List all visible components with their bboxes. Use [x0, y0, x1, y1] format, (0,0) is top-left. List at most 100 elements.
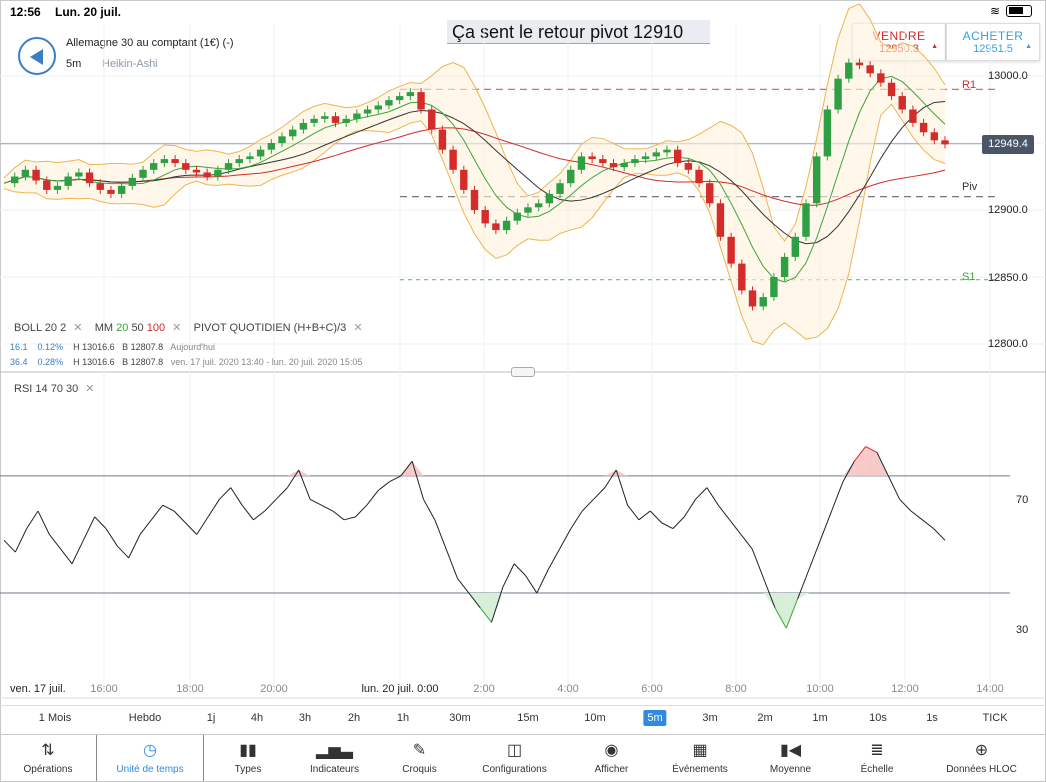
toolbar-pencil-button[interactable]: ✎ Croquis: [377, 735, 462, 781]
info-high: H 13016.6: [73, 357, 115, 367]
rsi-label[interactable]: RSI: [14, 383, 33, 395]
timeframe-option[interactable]: 1s: [926, 712, 938, 724]
rsi-line-segment: [899, 498, 912, 512]
mm-label[interactable]: MM: [94, 322, 114, 334]
rsi-oversold-fill: [491, 593, 503, 623]
timeframe-option[interactable]: 10s: [869, 712, 887, 724]
rsi-line-segment: [275, 487, 288, 500]
candle-body: [363, 109, 372, 114]
mm20-label: 20: [116, 322, 129, 334]
candle-body: [214, 169, 222, 177]
candle-body: [417, 92, 425, 110]
rsi-line-segment: [513, 563, 526, 576]
candle-body: [909, 109, 917, 123]
toolbar-bars-button[interactable]: ▂▅▃ Indicateurs: [292, 735, 377, 781]
toolbar-target-button[interactable]: ⊕ Données HLOC: [917, 735, 1046, 781]
timeframe-option[interactable]: 3m: [702, 712, 718, 724]
timeframe-option[interactable]: 2h: [347, 712, 361, 724]
candle-body: [289, 129, 297, 137]
timeframe-option[interactable]: 4h: [250, 712, 264, 724]
pane-resize-handle[interactable]: [511, 367, 535, 377]
timeframe-bar: 1 Mois Hebdo 1j 4h 3h 2h 1h 30m 15m 10m 5m 3m 2m 1m 10…: [0, 705, 1046, 731]
timeframe-option[interactable]: 10m: [584, 712, 606, 724]
rsi-overbought-fill: [842, 461, 855, 476]
rsi-line-segment: [150, 504, 164, 521]
buy-price: 12951.5: [973, 43, 1013, 55]
candle-body: [652, 152, 660, 157]
boll-close-icon[interactable]: ✕: [73, 322, 83, 334]
mm-close-icon[interactable]: ✕: [172, 322, 182, 334]
timeframe-option[interactable]: 1j: [206, 712, 216, 724]
candle-body: [567, 169, 575, 184]
toolbar-label: Indicateurs: [310, 764, 359, 775]
back-button[interactable]: [18, 37, 56, 75]
instrument-name[interactable]: Allemagne 30 au comptant (1€) (-): [66, 37, 234, 49]
timeframe-option[interactable]: Hebdo: [128, 712, 162, 724]
rsi-overbought-fill: [298, 470, 311, 476]
rsi-line-segment: [887, 475, 901, 500]
rsi-line-segment: [831, 481, 844, 512]
boll-label[interactable]: BOLL: [14, 322, 42, 334]
candle-body: [53, 185, 62, 190]
rsi-legend: RSI 14 70 30 ✕: [14, 382, 95, 395]
rsi-line-segment: [525, 575, 538, 594]
rsi-line-segment: [853, 446, 867, 462]
buy-button[interactable]: ACHETER 12951.5 ▲: [946, 23, 1040, 61]
rsi-line-segment: [706, 487, 719, 506]
bars-icon: ▂▅▃: [316, 742, 353, 759]
timeframe-option[interactable]: 1 Mois: [38, 712, 72, 724]
rsi-line-segment: [865, 446, 878, 453]
rsi-line-segment: [264, 498, 277, 512]
rsi-close-icon[interactable]: ✕: [85, 383, 95, 395]
toolbar-scale-button[interactable]: ≣ Échelle: [837, 735, 917, 781]
candle-body: [524, 207, 532, 213]
rsi-line-segment: [253, 510, 266, 521]
timeframe-option[interactable]: 1m: [812, 712, 828, 724]
candle-body: [353, 113, 361, 119]
toolbar-arrow-bar-button[interactable]: ▮◀ Moyenne: [744, 735, 837, 781]
candle-body: [631, 159, 639, 164]
rsi-line-segment: [117, 545, 130, 559]
candle-body: [620, 163, 628, 168]
candle-body: [738, 263, 746, 291]
rsi-line-segment: [94, 516, 107, 529]
candle-body: [321, 116, 329, 119]
toolbar-eye-button[interactable]: ◉ Afficher: [567, 735, 656, 781]
bottom-toolbar: ⇅ Opérations ◷ Unité de temps ▮▮ Types ▂▅▃ Indi…: [0, 734, 1046, 782]
timeframe-option[interactable]: 15m: [517, 712, 539, 724]
timeframe-option[interactable]: TICK: [982, 712, 1008, 724]
candle-body: [21, 169, 30, 177]
toolbar-layout-button[interactable]: ◫ Configurations: [462, 735, 567, 781]
rsi-line-segment: [751, 548, 765, 579]
candle-body: [203, 172, 211, 177]
timeframe-option[interactable]: 5m: [643, 710, 667, 726]
toolbar-arrows-updown-button[interactable]: ⇅ Opérations: [0, 735, 96, 781]
candle-body: [385, 100, 393, 106]
status-time: 12:56: [10, 5, 41, 19]
candle-body: [85, 172, 94, 184]
timeframe-option[interactable]: 30m: [449, 712, 471, 724]
rsi-line-segment: [241, 504, 254, 521]
toolbar-calendar-button[interactable]: ▦ Événements: [656, 735, 744, 781]
pivot-close-icon[interactable]: ✕: [353, 322, 363, 334]
candle-body: [449, 149, 457, 170]
candle-body: [663, 149, 671, 153]
toolbar-clock-button[interactable]: ◷ Unité de temps: [96, 735, 204, 781]
time-tick: 4:00: [557, 683, 579, 695]
toolbar-label: Événements: [672, 764, 728, 775]
status-date: Lun. 20 juil.: [55, 5, 122, 19]
rsi-line-segment: [366, 490, 379, 506]
pivot-indicator-label[interactable]: PIVOT: [193, 322, 227, 334]
toolbar-candles-button[interactable]: ▮▮ Types: [204, 735, 292, 781]
candle-body: [438, 129, 447, 150]
candle-body: [43, 180, 51, 190]
pencil-icon: ✎: [412, 742, 427, 759]
time-tick: 10:00: [806, 683, 834, 695]
timeframe-option[interactable]: 2m: [757, 712, 773, 724]
candle-body: [256, 149, 265, 157]
rsi-line-segment: [423, 499, 436, 521]
timeframe-option[interactable]: 3h: [298, 712, 312, 724]
chart-canvas[interactable]: [0, 0, 1046, 705]
rsi-line-segment: [717, 504, 730, 521]
timeframe-option[interactable]: 1h: [396, 712, 410, 724]
